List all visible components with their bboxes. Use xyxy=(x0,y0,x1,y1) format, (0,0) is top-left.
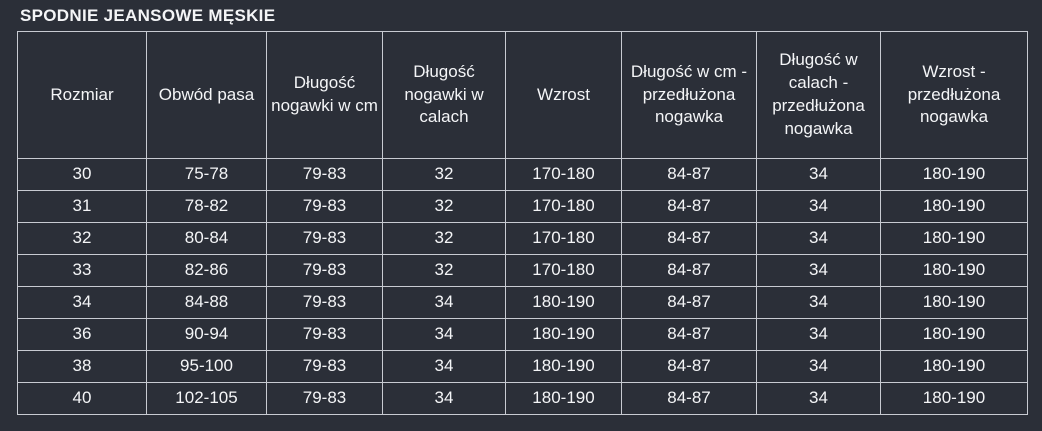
size-table-container: Rozmiar Obwód pasa Długość nogawki w cm … xyxy=(17,31,1028,415)
table-cell: 84-87 xyxy=(621,222,757,255)
table-header: Rozmiar Obwód pasa Długość nogawki w cm … xyxy=(17,31,1028,159)
table-cell: 34 xyxy=(756,222,881,255)
table-cell: 79-83 xyxy=(266,382,383,415)
table-cell: 84-87 xyxy=(621,382,757,415)
column-header-dlugosc-nogawki-cm: Długość nogawki w cm xyxy=(266,31,383,159)
table-cell: 34 xyxy=(382,286,506,319)
table-cell: 30 xyxy=(17,158,147,191)
table-cell: 34 xyxy=(756,286,881,319)
column-header-wzrost: Wzrost xyxy=(505,31,622,159)
table-cell: 84-88 xyxy=(146,286,267,319)
table-cell: 79-83 xyxy=(266,254,383,287)
table-cell: 79-83 xyxy=(266,286,383,319)
column-header-dlugosc-cm-przedluzona: Długość w cm - przedłużona nogawka xyxy=(621,31,757,159)
table-cell: 180-190 xyxy=(505,350,622,383)
table-cell: 84-87 xyxy=(621,286,757,319)
page-title: SPODNIE JEANSOWE MĘSKIE xyxy=(20,6,276,25)
table-row: 30 75-78 79-83 32 170-180 84-87 34 180-190 xyxy=(17,158,1028,191)
table-body: 30 75-78 79-83 32 170-180 84-87 34 180-190 31 78-… xyxy=(17,158,1028,415)
table-cell: 80-84 xyxy=(146,222,267,255)
table-cell: 79-83 xyxy=(266,190,383,223)
table-cell: 170-180 xyxy=(505,158,622,191)
table-cell: 32 xyxy=(382,158,506,191)
table-cell: 170-180 xyxy=(505,190,622,223)
table-cell: 34 xyxy=(756,254,881,287)
table-cell: 90-94 xyxy=(146,318,267,351)
column-header-dlugosc-calach-przedluzona: Długość w calach - przedłużona nogawka xyxy=(756,31,881,159)
table-header-row: Rozmiar Obwód pasa Długość nogawki w cm … xyxy=(17,31,1028,159)
table-cell: 102-105 xyxy=(146,382,267,415)
table-cell: 34 xyxy=(756,158,881,191)
table-cell: 34 xyxy=(756,318,881,351)
table-cell: 180-190 xyxy=(505,318,622,351)
table-cell: 180-190 xyxy=(880,158,1028,191)
table-cell: 170-180 xyxy=(505,254,622,287)
table-row: 34 84-88 79-83 34 180-190 84-87 34 180-190 xyxy=(17,286,1028,319)
table-cell: 84-87 xyxy=(621,190,757,223)
table-row: 33 82-86 79-83 32 170-180 84-87 34 180-190 xyxy=(17,254,1028,287)
table-cell: 84-87 xyxy=(621,158,757,191)
column-header-rozmiar: Rozmiar xyxy=(17,31,147,159)
column-header-wzrost-przedluzona: Wzrost - przedłużona nogawka xyxy=(880,31,1028,159)
table-cell: 79-83 xyxy=(266,158,383,191)
table-cell: 34 xyxy=(17,286,147,319)
table-cell: 32 xyxy=(382,254,506,287)
table-cell: 180-190 xyxy=(505,382,622,415)
table-row: 36 90-94 79-83 34 180-190 84-87 34 180-190 xyxy=(17,318,1028,351)
table-cell: 95-100 xyxy=(146,350,267,383)
table-row: 32 80-84 79-83 32 170-180 84-87 34 180-190 xyxy=(17,222,1028,255)
table-cell: 180-190 xyxy=(880,350,1028,383)
table-cell: 79-83 xyxy=(266,222,383,255)
table-cell: 180-190 xyxy=(880,318,1028,351)
table-cell: 84-87 xyxy=(621,254,757,287)
table-cell: 40 xyxy=(17,382,147,415)
table-cell: 78-82 xyxy=(146,190,267,223)
table-cell: 180-190 xyxy=(880,286,1028,319)
size-table: Rozmiar Obwód pasa Długość nogawki w cm … xyxy=(17,31,1028,415)
table-cell: 34 xyxy=(382,350,506,383)
table-cell: 34 xyxy=(756,190,881,223)
table-cell: 32 xyxy=(17,222,147,255)
table-cell: 31 xyxy=(17,190,147,223)
table-cell: 79-83 xyxy=(266,350,383,383)
table-cell: 38 xyxy=(17,350,147,383)
table-cell: 180-190 xyxy=(880,190,1028,223)
table-row: 31 78-82 79-83 32 170-180 84-87 34 180-190 xyxy=(17,190,1028,223)
table-row: 40 102-105 79-83 34 180-190 84-87 34 180-190 xyxy=(17,382,1028,415)
table-cell: 34 xyxy=(382,318,506,351)
table-row: 38 95-100 79-83 34 180-190 84-87 34 180-190 xyxy=(17,350,1028,383)
column-header-dlugosc-nogawki-calach: Długość nogawki w calach xyxy=(382,31,506,159)
table-cell: 170-180 xyxy=(505,222,622,255)
table-cell: 34 xyxy=(756,350,881,383)
table-cell: 75-78 xyxy=(146,158,267,191)
table-cell: 180-190 xyxy=(880,254,1028,287)
table-cell: 34 xyxy=(756,382,881,415)
table-cell: 33 xyxy=(17,254,147,287)
table-cell: 34 xyxy=(382,382,506,415)
table-cell: 84-87 xyxy=(621,350,757,383)
table-cell: 32 xyxy=(382,222,506,255)
table-cell: 180-190 xyxy=(880,222,1028,255)
table-cell: 180-190 xyxy=(880,382,1028,415)
column-header-obwod-pasa: Obwód pasa xyxy=(146,31,267,159)
table-cell: 180-190 xyxy=(505,286,622,319)
table-cell: 32 xyxy=(382,190,506,223)
table-cell: 79-83 xyxy=(266,318,383,351)
table-cell: 84-87 xyxy=(621,318,757,351)
table-cell: 36 xyxy=(17,318,147,351)
table-cell: 82-86 xyxy=(146,254,267,287)
